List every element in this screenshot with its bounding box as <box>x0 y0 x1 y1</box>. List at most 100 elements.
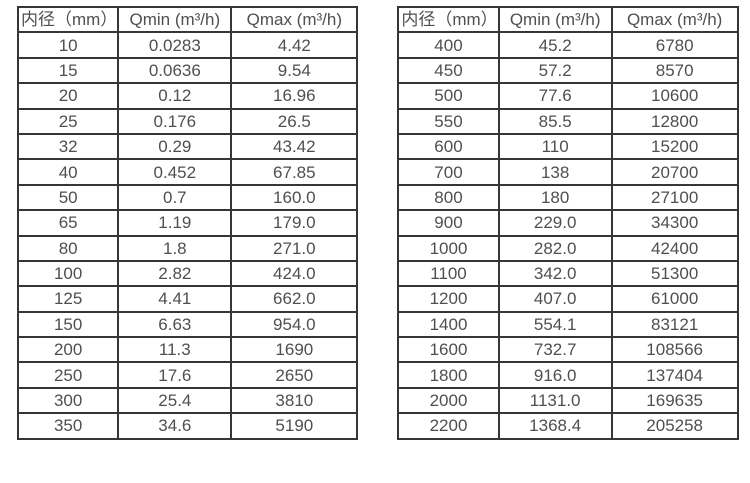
table-row: 50 0.7 160.0 <box>16 183 359 212</box>
table-cell: 45.2 <box>497 31 613 59</box>
table-body: 10 0.0283 4.42 15 0.0636 9.54 20 0.12 16.96 25 0.1… <box>16 31 359 440</box>
table-row: 25 0.176 26.5 <box>16 107 359 135</box>
table-cell: 150 <box>16 310 120 339</box>
table-cell: 27100 <box>610 183 739 212</box>
table-cell: 15 <box>16 56 120 85</box>
table-cell: 110 <box>497 132 613 161</box>
table-cell: 25 <box>16 107 120 135</box>
table-row: 1400 554.1 83121 <box>397 310 739 339</box>
table-cell: 4.41 <box>117 285 233 313</box>
table-cell: 900 <box>397 209 500 237</box>
table-cell: 200 <box>16 336 120 364</box>
table-cell: 1.8 <box>117 234 233 262</box>
table-row: 1000 282.0 42400 <box>397 234 739 262</box>
table-row: 300 25.4 3810 <box>16 386 359 415</box>
table-cell: 342.0 <box>497 259 613 288</box>
tables-container: 内径（mm） Qmin (m³/h) Qmax (m³/h) 10 0.0283 4.4… <box>16 5 739 440</box>
column-header: Qmax (m³/h) <box>610 5 739 34</box>
table-cell: 15200 <box>610 132 739 161</box>
table-cell: 1368.4 <box>497 412 613 440</box>
table-cell: 732.7 <box>497 336 613 364</box>
table-cell: 138 <box>497 158 613 186</box>
table-cell: 43.42 <box>230 132 359 161</box>
table-cell: 2200 <box>397 412 500 440</box>
table-row: 20 0.12 16.96 <box>16 82 359 110</box>
table-cell: 1600 <box>397 336 500 364</box>
table-cell: 65 <box>16 209 120 237</box>
table-cell: 916.0 <box>497 361 613 389</box>
table-row: 1600 732.7 108566 <box>397 336 739 364</box>
table-row: 400 45.2 6780 <box>397 31 739 59</box>
table-cell: 700 <box>397 158 500 186</box>
table-cell: 85.5 <box>497 107 613 135</box>
table-cell: 179.0 <box>230 209 359 237</box>
table-cell: 1200 <box>397 285 500 313</box>
table-row: 125 4.41 662.0 <box>16 285 359 313</box>
table-cell: 9.54 <box>230 56 359 85</box>
table-cell: 271.0 <box>230 234 359 262</box>
table-cell: 34.6 <box>117 412 233 440</box>
table-cell: 4.42 <box>230 31 359 59</box>
flow-table-large-diameters: 内径（mm） Qmin (m³/h) Qmax (m³/h) 400 45.2 6780… <box>397 5 739 440</box>
column-header: 内径（mm） <box>397 5 500 34</box>
table-cell: 282.0 <box>497 234 613 262</box>
table-cell: 125 <box>16 285 120 313</box>
table-row: 450 57.2 8570 <box>397 56 739 85</box>
table-cell: 0.7 <box>117 183 233 212</box>
table-cell: 407.0 <box>497 285 613 313</box>
column-header: Qmax (m³/h) <box>230 5 359 34</box>
table-cell: 26.5 <box>230 107 359 135</box>
table-row: 40 0.452 67.85 <box>16 158 359 186</box>
table-row: 700 138 20700 <box>397 158 739 186</box>
table-row: 350 34.6 5190 <box>16 412 359 440</box>
table-cell: 10600 <box>610 82 739 110</box>
table-cell: 57.2 <box>497 56 613 85</box>
table-cell: 40 <box>16 158 120 186</box>
table-cell: 77.6 <box>497 82 613 110</box>
table-cell: 400 <box>397 31 500 59</box>
table-cell: 1690 <box>230 336 359 364</box>
table-cell: 8570 <box>610 56 739 85</box>
table-row: 1100 342.0 51300 <box>397 259 739 288</box>
table-cell: 1400 <box>397 310 500 339</box>
table-cell: 800 <box>397 183 500 212</box>
table-cell: 10 <box>16 31 120 59</box>
table-cell: 160.0 <box>230 183 359 212</box>
table-cell: 11.3 <box>117 336 233 364</box>
table-row: 2000 1131.0 169635 <box>397 386 739 415</box>
table-cell: 80 <box>16 234 120 262</box>
column-header: Qmin (m³/h) <box>497 5 613 34</box>
table-cell: 1.19 <box>117 209 233 237</box>
table-cell: 424.0 <box>230 259 359 288</box>
table-cell: 16.96 <box>230 82 359 110</box>
table-cell: 108566 <box>610 336 739 364</box>
table-cell: 2.82 <box>117 259 233 288</box>
table-body: 400 45.2 6780 450 57.2 8570 500 77.6 10600 550 85.… <box>397 31 739 440</box>
table-cell: 205258 <box>610 412 739 440</box>
table-cell: 12800 <box>610 107 739 135</box>
table-cell: 350 <box>16 412 120 440</box>
table-cell: 0.452 <box>117 158 233 186</box>
table-row: 80 1.8 271.0 <box>16 234 359 262</box>
table-cell: 169635 <box>610 386 739 415</box>
table-cell: 500 <box>397 82 500 110</box>
table-row: 15 0.0636 9.54 <box>16 56 359 85</box>
table-cell: 25.4 <box>117 386 233 415</box>
table-cell: 0.0636 <box>117 56 233 85</box>
column-header: Qmin (m³/h) <box>117 5 233 34</box>
table-row: 150 6.63 954.0 <box>16 310 359 339</box>
table-cell: 3810 <box>230 386 359 415</box>
table-cell: 42400 <box>610 234 739 262</box>
table-cell: 180 <box>497 183 613 212</box>
table-row: 550 85.5 12800 <box>397 107 739 135</box>
table-cell: 0.176 <box>117 107 233 135</box>
table-cell: 0.0283 <box>117 31 233 59</box>
table-cell: 100 <box>16 259 120 288</box>
table-cell: 600 <box>397 132 500 161</box>
table-cell: 67.85 <box>230 158 359 186</box>
table-row: 10 0.0283 4.42 <box>16 31 359 59</box>
table-cell: 662.0 <box>230 285 359 313</box>
table-cell: 2000 <box>397 386 500 415</box>
table-row: 800 180 27100 <box>397 183 739 212</box>
